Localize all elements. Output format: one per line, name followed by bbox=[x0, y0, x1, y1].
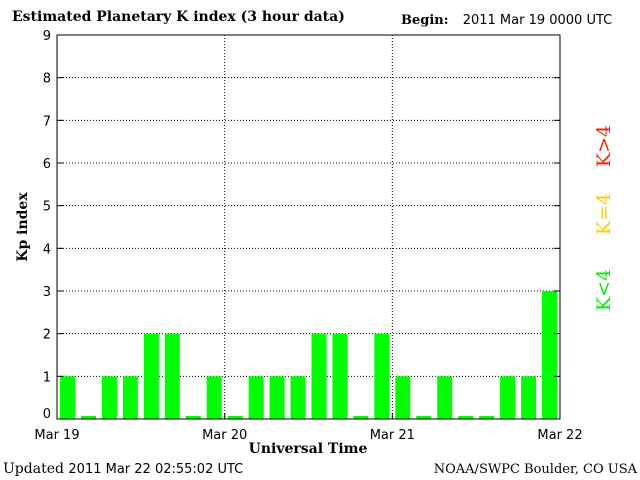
y-tick-label: 2 bbox=[43, 328, 51, 343]
legend-item: K<4 bbox=[593, 269, 615, 311]
grid-lines bbox=[57, 35, 560, 419]
kp-bar bbox=[437, 376, 453, 419]
legend: K<4 K=4 K>4 bbox=[593, 125, 615, 311]
kp-bar bbox=[290, 376, 306, 419]
y-tick-label: 8 bbox=[43, 72, 51, 87]
kp-bar bbox=[143, 333, 159, 419]
kp-bar bbox=[59, 376, 75, 419]
begin-time: Begin: 2011 Mar 19 0000 UTC bbox=[401, 13, 612, 28]
kp-bar bbox=[332, 333, 348, 419]
kp-bar bbox=[80, 416, 96, 419]
kp-bar bbox=[374, 333, 390, 419]
y-tick-label: 6 bbox=[43, 157, 51, 172]
x-axis-label: Universal Time bbox=[249, 441, 368, 457]
kp-bar bbox=[227, 416, 243, 419]
x-tick-label: Mar 19 bbox=[34, 428, 79, 443]
kp-bar bbox=[101, 376, 117, 419]
plot-frame bbox=[56, 34, 561, 420]
y-tick-label: 1 bbox=[43, 370, 51, 385]
kp-bar bbox=[500, 376, 516, 419]
kp-bar bbox=[416, 416, 432, 419]
y-tick-label: 3 bbox=[43, 285, 51, 300]
y-tick-label: 5 bbox=[43, 200, 51, 215]
legend-item: K>4 bbox=[593, 125, 615, 167]
y-axis-ticks: 0 1 2 3 4 5 6 7 8 9 bbox=[43, 29, 560, 422]
kp-bar bbox=[206, 376, 222, 419]
kp-bar bbox=[542, 291, 558, 419]
kp-bar bbox=[269, 376, 285, 419]
kp-bar bbox=[164, 333, 180, 419]
legend-item: K=4 bbox=[593, 193, 615, 235]
y-tick-label: 0 bbox=[43, 407, 51, 422]
chart-title: Estimated Planetary K index (3 hour data… bbox=[12, 9, 345, 25]
y-tick-label: 4 bbox=[43, 242, 51, 257]
kp-bar bbox=[458, 416, 474, 419]
bars bbox=[59, 291, 558, 419]
updated-label: Updated bbox=[3, 461, 64, 477]
kp-bar bbox=[311, 333, 327, 419]
y-tick-label: 7 bbox=[43, 114, 51, 129]
x-tick-label: Mar 22 bbox=[537, 428, 582, 443]
kp-bar bbox=[248, 376, 264, 419]
y-tick-label: 9 bbox=[43, 29, 51, 44]
y-axis-label: Kp index bbox=[15, 192, 31, 262]
x-axis-ticks: Mar 19 Mar 20 Mar 21 Mar 22 bbox=[34, 413, 583, 443]
source-credit: NOAA/SWPC Boulder, CO USA bbox=[433, 462, 637, 477]
begin-value: 2011 Mar 19 0000 UTC bbox=[462, 13, 613, 28]
kp-bar bbox=[521, 376, 537, 419]
begin-label: Begin: bbox=[401, 13, 449, 28]
kp-bar bbox=[122, 376, 138, 419]
kp-bar bbox=[479, 416, 495, 419]
updated-value: 2011 Mar 22 02:55:02 UTC bbox=[68, 462, 244, 477]
updated-timestamp: Updated 2011 Mar 22 02:55:02 UTC bbox=[3, 461, 243, 477]
x-tick-label: Mar 20 bbox=[202, 428, 247, 443]
kp-bar bbox=[395, 376, 411, 419]
x-tick-label: Mar 21 bbox=[370, 428, 415, 443]
kp-bar bbox=[353, 416, 369, 419]
kp-bar bbox=[185, 416, 201, 419]
